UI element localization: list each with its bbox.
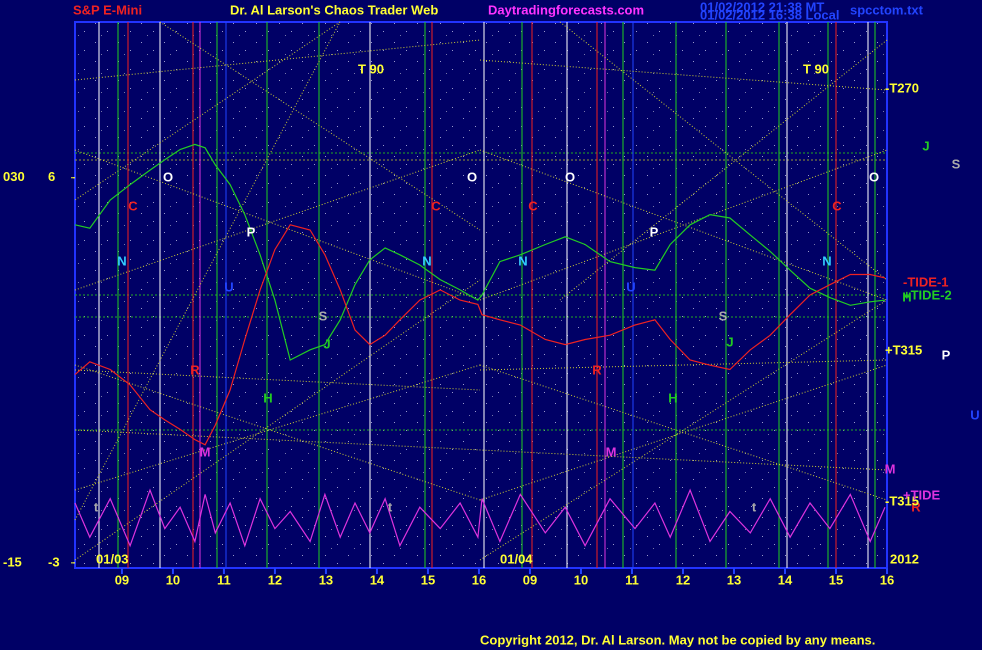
annotation: H: [902, 289, 911, 304]
annotation: S: [952, 156, 961, 171]
annotation: O: [565, 169, 575, 184]
annotation: J: [726, 334, 733, 349]
y2-tick-label: 6: [48, 169, 55, 184]
y-tick-label: -15: [3, 554, 22, 569]
annotation: P: [650, 224, 659, 239]
annotation: M: [200, 444, 211, 459]
annotation: S: [319, 308, 328, 323]
annotation: C: [832, 198, 842, 213]
annotation: N: [117, 253, 126, 268]
diagonal-guide: [559, 21, 888, 281]
annotation: t: [94, 499, 99, 514]
y2-tick-label: -3: [48, 554, 60, 569]
annotation: O: [163, 169, 173, 184]
annotation: U: [626, 279, 635, 294]
y-tick-label: 030: [3, 169, 25, 184]
diagonal-guide: [479, 364, 888, 501]
x-tick-label: 09: [523, 572, 537, 587]
x-tick-label: 13: [319, 572, 333, 587]
diagonal-guide: [479, 149, 888, 301]
annotation: J: [323, 336, 330, 351]
annotation: H: [668, 390, 677, 405]
header-stamp: 01/02/2012 21:38 MT: [700, 0, 824, 14]
series-line: [74, 143, 886, 361]
annotation: C: [128, 198, 138, 213]
date-label: 01/04: [500, 551, 533, 566]
x-tick-label: 16: [472, 572, 486, 587]
x-tick-label: 11: [217, 572, 231, 587]
annotation: H: [263, 390, 272, 405]
x-tick-label: 13: [727, 572, 741, 587]
annotation: C: [528, 198, 538, 213]
diagonal-guide: [74, 364, 481, 501]
diagonal-guide: [74, 21, 341, 521]
x-tick-label: 14: [778, 572, 793, 587]
diagonal-guide: [74, 279, 481, 561]
annotation: +TIDE-2: [903, 287, 952, 302]
header-stamp: 01/02/2012 16:38 Local: [700, 7, 840, 22]
diagonal-guide: [74, 21, 341, 201]
x-tick-label: 09: [115, 572, 129, 587]
diagonal-guide: [559, 39, 888, 301]
annotation: T 90: [358, 61, 384, 76]
annotation: M: [885, 461, 896, 476]
annotation: S: [719, 308, 728, 323]
decorations: [74, 21, 888, 568]
annotation: t: [752, 499, 757, 514]
x-tick-label: 12: [268, 572, 282, 587]
diagonal-guide: [479, 359, 888, 371]
annotation: J: [922, 138, 929, 153]
annotation: M: [606, 444, 617, 459]
date-label: 01/03: [96, 551, 129, 566]
annotation: +T315: [885, 342, 922, 357]
annotation: P: [942, 347, 951, 362]
annotation: R: [911, 499, 921, 514]
x-tick-label: 16: [880, 572, 894, 587]
annotation: O: [869, 169, 879, 184]
annotation: t: [388, 499, 393, 514]
x-tick-label: 14: [370, 572, 385, 587]
annotation: N: [422, 253, 431, 268]
x-tick-label: 10: [166, 572, 180, 587]
date-label: 2012: [890, 551, 919, 566]
diagonal-guide: [74, 429, 888, 471]
header-file: spcctom.txt: [850, 2, 924, 17]
annotation: R: [190, 362, 200, 377]
x-tick-label: 12: [676, 572, 690, 587]
annotation: -T270: [885, 80, 919, 95]
header-site: Daytradingforecasts.com: [488, 2, 644, 17]
header-left: S&P E-Mini: [73, 2, 142, 17]
annotation: P: [247, 224, 256, 239]
diagonal-guide: [74, 39, 481, 81]
annotation: N: [518, 253, 527, 268]
annotation: C: [431, 198, 441, 213]
series-line: [74, 224, 886, 446]
annotation: N: [822, 253, 831, 268]
annotation: -TIDE-1: [903, 274, 949, 289]
diagonal-guide: [74, 149, 481, 291]
annotation: R: [592, 362, 602, 377]
series-line: [74, 488, 886, 548]
copyright: Copyright 2012, Dr. Al Larson. May not b…: [480, 632, 875, 647]
x-tick-label: 11: [625, 572, 639, 587]
annotation: U: [970, 407, 979, 422]
annotation: U: [224, 279, 233, 294]
annotation: -T315: [885, 493, 919, 508]
x-tick-label: 10: [574, 572, 588, 587]
diagonal-guide: [479, 364, 888, 501]
x-tick-label: 15: [829, 572, 843, 587]
annotation: +TIDE: [903, 487, 941, 502]
x-tick-label: 15: [421, 572, 435, 587]
diagonal-guide: [159, 21, 481, 231]
annotation: T 90: [803, 61, 829, 76]
annotation: O: [467, 169, 477, 184]
header-title: Dr. Al Larson's Chaos Trader Web: [230, 2, 438, 17]
diagonal-guide: [479, 59, 888, 91]
diagonal-guide: [479, 299, 888, 561]
